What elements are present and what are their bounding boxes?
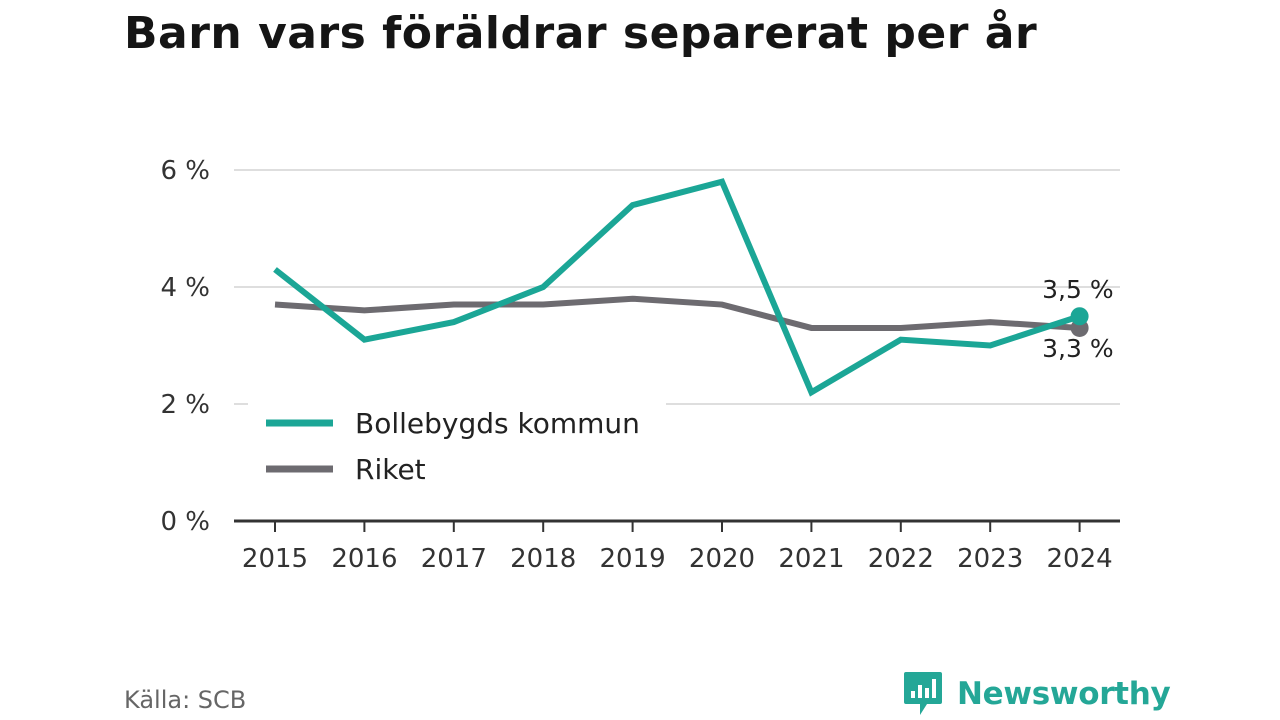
series-lines [273, 178, 1089, 397]
x-tick-label: 2022 [868, 544, 934, 574]
x-tick-label: 2021 [778, 544, 844, 574]
brand-logo: Newsworthy [903, 670, 1171, 718]
x-tick-label: 2024 [1047, 544, 1113, 574]
source-note: Källa: SCB [124, 686, 247, 714]
x-tick-label: 2016 [331, 544, 397, 574]
x-tick-label: 2019 [600, 544, 666, 574]
end-labels: 3,5 % 3,3 % [1042, 275, 1113, 363]
x-tick-label: 2017 [421, 544, 487, 574]
newsworthy-logo-icon [904, 672, 942, 715]
end-point-marker [1070, 307, 1089, 326]
gridlines [234, 169, 1120, 405]
legend-label: Bollebygds kommun [355, 407, 640, 440]
end-label-riket: 3,3 % [1042, 334, 1113, 363]
end-label-bollebygds-kommun: 3,5 % [1042, 275, 1113, 304]
legend: Bollebygds kommun Riket [248, 396, 666, 496]
y-tick-label: 0 % [160, 507, 210, 537]
brand-name: Newsworthy [957, 676, 1171, 712]
y-tick-label: 6 % [160, 156, 210, 186]
series-line-riket [274, 295, 1080, 331]
legend-background [248, 396, 666, 496]
y-tick-label: 4 % [160, 273, 210, 303]
series-line-bollebygds-kommun [273, 178, 1081, 397]
y-tick-label: 2 % [160, 390, 210, 420]
x-tick-label: 2020 [689, 544, 755, 574]
chart-title: Barn vars föräldrar separerat per år [124, 8, 1038, 59]
legend-label: Riket [355, 453, 426, 486]
x-tick-label: 2023 [957, 544, 1023, 574]
x-tick-label: 2015 [242, 544, 308, 574]
x-tick-label: 2018 [510, 544, 576, 574]
x-axis: 2015 2016 2017 2018 2019 2020 2021 2022 2023 2024 [234, 519, 1120, 574]
y-axis-tick-labels: 0 % 2 % 4 % 6 % [160, 156, 210, 537]
